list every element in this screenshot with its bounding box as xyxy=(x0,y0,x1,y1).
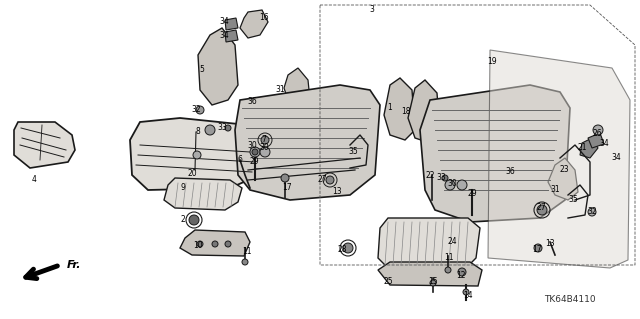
Polygon shape xyxy=(548,158,578,200)
Circle shape xyxy=(442,175,448,181)
Text: 34: 34 xyxy=(219,31,229,40)
Text: 7: 7 xyxy=(262,136,266,145)
Polygon shape xyxy=(180,230,250,256)
Text: 27: 27 xyxy=(317,175,327,184)
Text: 30: 30 xyxy=(259,144,269,152)
Circle shape xyxy=(534,244,542,252)
Polygon shape xyxy=(240,10,268,38)
Circle shape xyxy=(197,241,203,247)
Text: 11: 11 xyxy=(444,253,454,262)
Polygon shape xyxy=(164,178,242,210)
Circle shape xyxy=(463,289,469,295)
Polygon shape xyxy=(378,262,482,286)
Text: 19: 19 xyxy=(487,57,497,66)
Text: 27: 27 xyxy=(536,204,546,212)
Text: 18: 18 xyxy=(401,108,411,116)
Circle shape xyxy=(537,205,547,215)
Circle shape xyxy=(196,106,204,114)
Text: 32: 32 xyxy=(191,106,201,115)
Text: 16: 16 xyxy=(259,13,269,23)
Polygon shape xyxy=(420,85,570,222)
Text: 21: 21 xyxy=(577,144,587,152)
Text: 20: 20 xyxy=(187,169,197,179)
Text: 13: 13 xyxy=(332,188,342,197)
Circle shape xyxy=(457,180,467,190)
Polygon shape xyxy=(130,118,268,190)
Text: 2: 2 xyxy=(180,216,186,225)
Text: 29: 29 xyxy=(467,189,477,197)
Text: 17: 17 xyxy=(282,183,292,192)
Polygon shape xyxy=(580,138,598,158)
Circle shape xyxy=(588,208,596,216)
Polygon shape xyxy=(14,122,75,168)
Text: 15: 15 xyxy=(428,278,438,286)
Circle shape xyxy=(326,176,334,184)
Polygon shape xyxy=(225,18,238,30)
Polygon shape xyxy=(225,30,238,42)
Text: 32: 32 xyxy=(587,207,597,217)
Circle shape xyxy=(250,147,260,157)
Circle shape xyxy=(445,180,455,190)
Circle shape xyxy=(281,174,289,182)
Polygon shape xyxy=(408,80,440,143)
Polygon shape xyxy=(378,218,480,268)
Text: 30: 30 xyxy=(447,179,457,188)
Polygon shape xyxy=(284,68,310,108)
Text: 11: 11 xyxy=(243,248,252,256)
Text: 34: 34 xyxy=(219,18,229,26)
Circle shape xyxy=(193,151,201,159)
Polygon shape xyxy=(235,85,380,200)
Text: 10: 10 xyxy=(193,241,203,249)
Circle shape xyxy=(593,125,603,135)
Text: 36: 36 xyxy=(505,167,515,176)
Text: Fr.: Fr. xyxy=(67,260,81,270)
Circle shape xyxy=(225,241,231,247)
Text: 26: 26 xyxy=(592,129,602,137)
Text: 3: 3 xyxy=(369,5,374,14)
Text: 29: 29 xyxy=(249,158,259,167)
Text: 34: 34 xyxy=(611,153,621,162)
Text: 1: 1 xyxy=(388,103,392,113)
Text: 8: 8 xyxy=(196,128,200,137)
Circle shape xyxy=(445,267,451,273)
Text: 5: 5 xyxy=(200,65,204,75)
Circle shape xyxy=(189,215,199,225)
Text: 35: 35 xyxy=(568,196,578,204)
Text: 34: 34 xyxy=(599,138,609,147)
Text: 31: 31 xyxy=(550,186,560,195)
Circle shape xyxy=(430,280,436,286)
Circle shape xyxy=(252,149,258,155)
Text: 12: 12 xyxy=(456,271,466,279)
Circle shape xyxy=(242,259,248,265)
Circle shape xyxy=(212,241,218,247)
Text: 25: 25 xyxy=(383,278,393,286)
Polygon shape xyxy=(488,50,630,268)
Text: 17: 17 xyxy=(532,246,542,255)
Text: 35: 35 xyxy=(348,147,358,157)
Text: 14: 14 xyxy=(463,292,473,300)
Circle shape xyxy=(261,136,269,144)
Circle shape xyxy=(225,125,231,131)
Text: 33: 33 xyxy=(217,123,227,132)
Text: 9: 9 xyxy=(180,183,186,192)
Text: 24: 24 xyxy=(447,238,457,247)
Text: 36: 36 xyxy=(247,98,257,107)
Text: 31: 31 xyxy=(275,85,285,94)
Text: TK64B4110: TK64B4110 xyxy=(544,295,596,304)
Text: 22: 22 xyxy=(425,170,435,180)
Text: 13: 13 xyxy=(545,240,555,249)
Text: 4: 4 xyxy=(31,175,36,184)
Text: 33: 33 xyxy=(436,174,446,182)
Polygon shape xyxy=(198,28,238,105)
Text: 30: 30 xyxy=(247,142,257,151)
Circle shape xyxy=(343,243,353,253)
Polygon shape xyxy=(588,133,604,148)
Text: 6: 6 xyxy=(237,155,243,165)
Text: 28: 28 xyxy=(337,246,347,255)
Circle shape xyxy=(458,268,466,276)
Circle shape xyxy=(205,125,215,135)
Text: 23: 23 xyxy=(559,166,569,174)
Polygon shape xyxy=(384,78,415,140)
Circle shape xyxy=(260,147,270,157)
